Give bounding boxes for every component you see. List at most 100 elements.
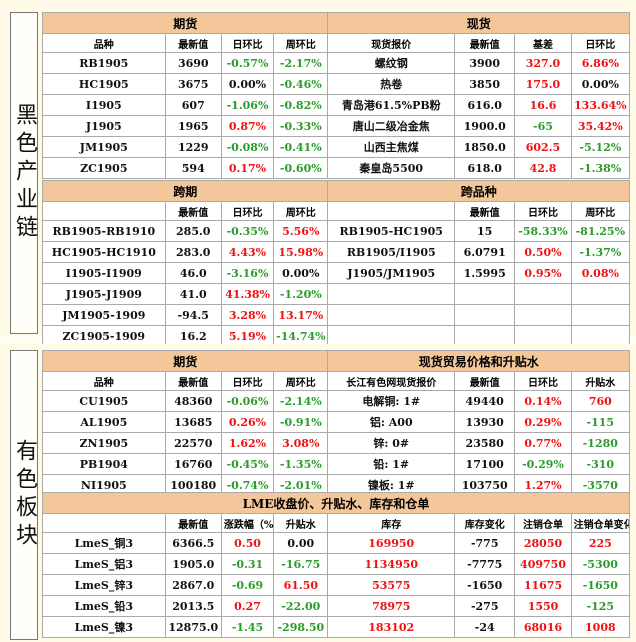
lme-cell: 409750 [514,553,572,575]
futures-header: 品种 [42,33,166,53]
nf-spot-cell: -1280 [570,432,631,454]
lme-cell: LmeS_镍3 [42,616,166,638]
futures-cell: -1.06% [220,94,275,116]
cross-cell: J1905/JM1905 [327,262,456,284]
futures-header: 最新值 [164,33,222,53]
spot-cell: 618.0 [454,157,516,179]
nf-spot-title: 现货贸易价格和升贴水 [327,350,630,372]
futures-cell: I1905 [42,94,166,116]
cross-cell [454,325,516,347]
spot-cell: 青岛港61.5%PB粉 [327,94,456,116]
nonferrous-side-label: 有色板块 [10,350,38,640]
lme-header: 库存变化 [454,513,516,533]
spot-header: 现货报价 [327,33,456,53]
table-row: ZC1905 594 0.17% -0.60% 秦皇岛5500 618.0 42.8 -1.3… [42,157,631,179]
futures-cell: HC1905 [42,73,166,95]
nf-spot-header: 日环比 [514,371,572,391]
nf-spot-cell: 1.27% [514,474,572,496]
cross-cell: -1.37% [570,241,631,263]
cross-cell: RB1905/I1905 [327,241,456,263]
nf-futures-cell: ZN1905 [42,432,166,454]
spread-header: 周环比 [273,201,329,221]
lme-cell: 12875.0 [164,616,222,638]
lme-cell: LmeS_铅3 [42,595,166,617]
nf-spot-cell: 0.14% [514,390,572,412]
spread-cell: 5.56% [273,220,329,242]
table-row: ZC1905-1909 16.2 5.19% -14.74% [42,325,631,347]
ferrous-spread-table: 跨期 跨品种 最新值 日环比 周环比 最新值 日环比 周环比 RB1905-RB1910 285.… [41,180,631,347]
table-row: LmeS_铝3 1905.0 -0.31 -16.75 1134950 -7775 4097… [42,553,631,575]
lme-table: LME收盘价、升贴水、库存和仓单最新值涨跌幅（%）升贴水库存库存变化注销仓单注销… [42,492,631,638]
spread-cell: 41.38% [220,283,275,305]
spread-cell: 3.28% [220,304,275,326]
cross-cell: -81.25% [570,220,631,242]
nf-spot-header: 最新值 [454,371,516,391]
futures-cell: -0.08% [220,136,275,158]
cross-cell: RB1905-HC1905 [327,220,456,242]
cross-cell: 0.08% [570,262,631,284]
table-row: I1905 607 -1.06% -0.82% 青岛港61.5%PB粉 616.0 16.6… [42,94,631,116]
table-row: J1905 1965 0.87% -0.33% 唐山二级冶金焦 1900.0 -65 35.4… [42,115,631,137]
spread-cell: 4.43% [220,241,275,263]
cross-cell: 0.95% [514,262,572,284]
table-row: LmeS_镍3 12875.0 -1.45 -298.50 183102 -24 68016… [42,616,631,638]
cross-cell [327,283,456,305]
table-row: LmeS_锌3 2867.0 -0.69 61.50 53575 -1650 11675 -1… [42,574,631,596]
lme-cell: 2013.5 [164,595,222,617]
lme-cell: 53575 [327,574,456,596]
nf-spot-cell: 铅: 1# [327,453,456,475]
spot-header: 日环比 [570,33,631,53]
futures-cell: RB1905 [42,52,166,74]
spot-cell: 唐山二级冶金焦 [327,115,456,137]
futures-cell: 3690 [164,52,222,74]
futures-cell: ZC1905 [42,157,166,179]
spot-cell: 602.5 [514,136,572,158]
table-row: NI1905 100180 -0.74% -2.01% 镍板: 1# 103750 1.27… [42,474,631,496]
futures-title: 期货 [41,12,329,34]
spread-cell: -3.16% [220,262,275,284]
lme-cell: 1905.0 [164,553,222,575]
table-row: J1905-J1909 41.0 41.38% -1.20% [42,283,631,305]
lme-cell: 1008 [570,616,631,638]
lme-cell: -775 [454,532,516,554]
nf-futures-cell: NI1905 [42,474,166,496]
cross-cell: 1.5995 [454,262,516,284]
table-row: RB1905-RB1910 285.0 -0.35% 5.56% RB1905-HC19… [42,220,631,242]
futures-cell: -0.46% [273,73,329,95]
spread-header: 最新值 [164,201,222,221]
spread-cell: I1905-I1909 [42,262,166,284]
futures-cell: -0.41% [273,136,329,158]
spot-cell: 3850 [454,73,516,95]
cross-cell: 0.50% [514,241,572,263]
spot-cell: 6.86% [570,52,631,74]
nf-spot-cell: 760 [570,390,631,412]
spread-header [42,201,166,221]
lme-cell: -5300 [570,553,631,575]
spread-header: 日环比 [220,201,275,221]
spot-cell: -1.38% [570,157,631,179]
spot-cell: 螺纹钢 [327,52,456,74]
spread-cell: 15.98% [273,241,329,263]
spot-cell: 133.64% [570,94,631,116]
lme-cell: -298.50 [273,616,329,638]
lme-header: 注销仓单 [514,513,572,533]
lme-cell: -125 [570,595,631,617]
futures-cell: -0.33% [273,115,329,137]
nf-futures-cell: 100180 [164,474,222,496]
spread-cell: RB1905-RB1910 [42,220,166,242]
lme-cell: 169950 [327,532,456,554]
lme-cell: LmeS_铜3 [42,532,166,554]
nf-spot-cell: 0.29% [514,411,572,433]
nf-futures-cell: 48360 [164,390,222,412]
cross-cell: -58.33% [514,220,572,242]
lme-cell: -7775 [454,553,516,575]
cross-cell [570,283,631,305]
lme-cell: 78975 [327,595,456,617]
spot-cell: 山西主焦煤 [327,136,456,158]
cross-cell [514,325,572,347]
nf-futures-header: 周环比 [273,371,329,391]
spot-cell: 616.0 [454,94,516,116]
nf-spot-cell: 23580 [454,432,516,454]
futures-header: 周环比 [273,33,329,53]
futures-cell: 607 [164,94,222,116]
